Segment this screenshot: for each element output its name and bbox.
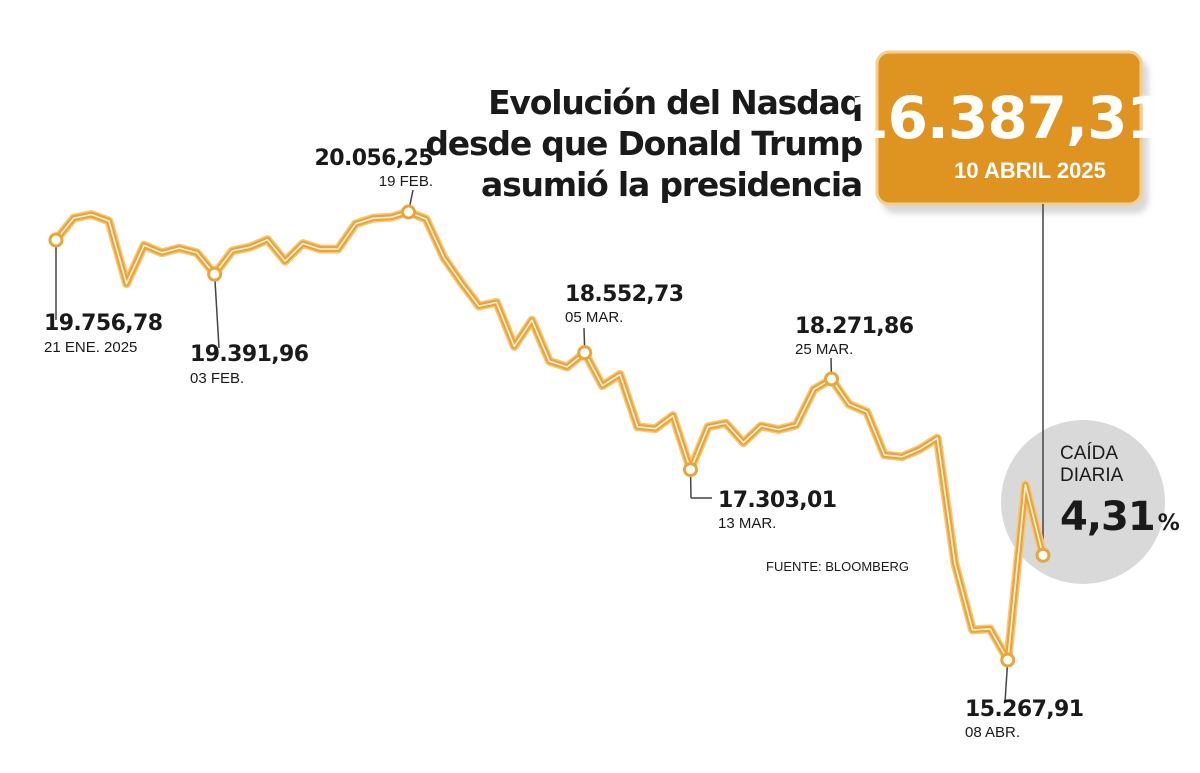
- highlight-box: 16.387,31 10 ABRIL 2025: [848, 50, 1167, 206]
- annotation-value: 20.056,25: [315, 146, 433, 171]
- annotation-value: 18.552,73: [565, 282, 683, 307]
- daily-drop-label-2: DIARIA: [1060, 465, 1124, 486]
- marker-layer: [48, 204, 1051, 668]
- annotation-value: 17.303,01: [718, 488, 836, 513]
- annotation-date: 21 ENE. 2025: [44, 339, 137, 356]
- data-point-marker: [824, 371, 839, 387]
- source-label: FUENTE: BLOOMBERG: [766, 559, 909, 574]
- data-point-marker: [48, 232, 64, 248]
- data-point-marker: [207, 266, 223, 282]
- annotation-date: 05 MAR.: [565, 309, 623, 326]
- annotation-date: 25 MAR.: [795, 341, 853, 358]
- data-point-marker: [683, 462, 698, 478]
- title-line-3: asumió la presidencia: [481, 165, 862, 204]
- highlight-value: 16.387,31: [848, 84, 1166, 152]
- highlight-box-background: [875, 50, 1143, 206]
- annotation-value: 18.271,86: [795, 314, 914, 339]
- series-line: [53, 209, 1046, 663]
- data-point-marker: [401, 204, 416, 220]
- title-line-1: Evolución del Nasdaq: [488, 83, 862, 122]
- data-point-marker: [1035, 547, 1051, 563]
- daily-drop-label-1: CAÍDA: [1060, 443, 1118, 464]
- daily-drop-value-text: 4,31%: [1060, 494, 1180, 540]
- annotation-layer: [55, 189, 1009, 703]
- daily-drop-value: 4,31: [1060, 494, 1155, 540]
- label-layer: 19.756,78 21 ENE. 2025 19.391,96 03 FEB. 20.…: [44, 146, 1084, 741]
- chart-title: Evolución del Nasdaq desde que Donald Tr…: [425, 83, 863, 204]
- annotation-date: 08 ABR.: [965, 724, 1020, 741]
- highlight-date: 10 ABRIL 2025: [954, 158, 1106, 183]
- series-line-highlight: [55, 211, 1044, 661]
- annotation-date: 19 FEB.: [379, 173, 433, 190]
- series-layer: [51, 207, 1048, 665]
- data-point-marker: [1000, 652, 1016, 668]
- annotation-value: 19.756,78: [44, 311, 162, 336]
- annotation-value: 19.391,96: [190, 342, 309, 367]
- annotation-value: 15.267,91: [965, 697, 1083, 722]
- series-line-outline: [51, 207, 1048, 665]
- annotation-date: 03 FEB.: [190, 370, 244, 387]
- daily-drop-unit: %: [1158, 511, 1180, 536]
- annotation-leader: [213, 274, 220, 349]
- data-point-marker: [577, 345, 593, 361]
- annotation-date: 13 MAR.: [718, 515, 776, 532]
- title-line-2: desde que Donald Trump: [425, 124, 862, 163]
